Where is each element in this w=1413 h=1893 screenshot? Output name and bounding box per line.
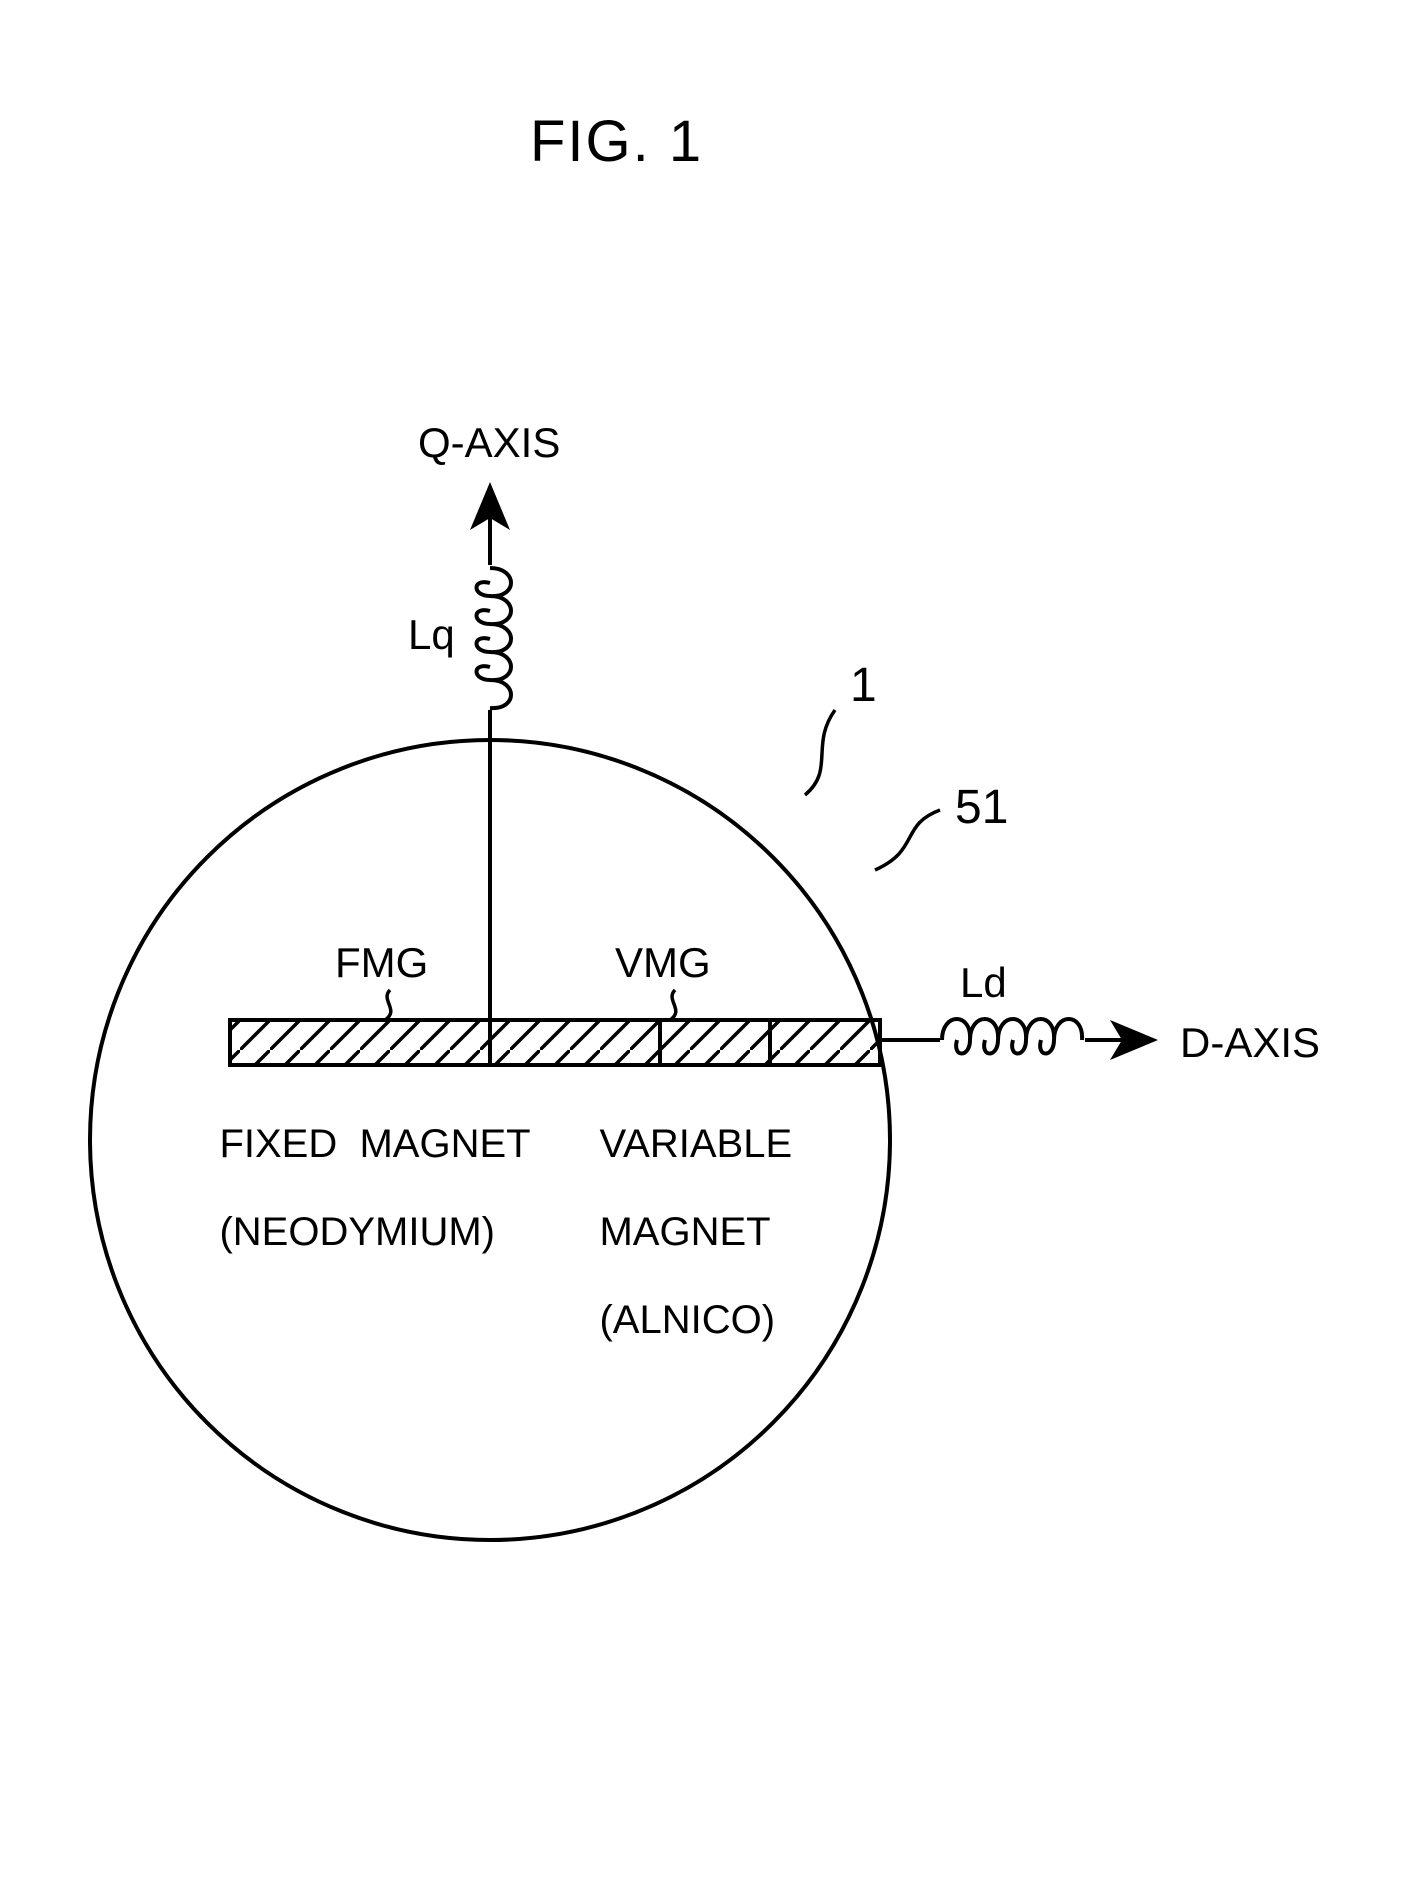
ld-label: Ld — [960, 960, 1007, 1006]
q-axis-label: Q-AXIS — [418, 420, 560, 466]
fmg-label: FMG — [335, 940, 428, 986]
d-axis-label: D-AXIS — [1180, 1020, 1320, 1066]
fixed-magnet-line1: FIXED MAGNET — [219, 1122, 530, 1166]
motor-ref-label: 1 — [850, 660, 877, 713]
lq-label: Lq — [408, 612, 455, 658]
variable-magnet-line3: (ALNICO) — [599, 1298, 775, 1342]
variable-magnet-line1: VARIABLE — [599, 1122, 792, 1166]
magnet-block-outline — [230, 1020, 880, 1065]
variable-magnet-line2: MAGNET — [599, 1210, 770, 1254]
fixed-magnet-text: FIXED MAGNET (NEODYMIUM) — [175, 1078, 531, 1298]
fmg-leader — [385, 990, 391, 1020]
variable-magnet-text: VARIABLE MAGNET (ALNICO) — [555, 1078, 792, 1386]
rotor-ref-leader — [875, 810, 940, 870]
fixed-magnet-line2: (NEODYMIUM) — [219, 1210, 495, 1254]
figure-page: FIG. 1 — [0, 0, 1413, 1893]
rotor-ref-label: 51 — [955, 782, 1008, 835]
lq-inductor-icon — [477, 568, 512, 708]
vmg-leader — [670, 990, 676, 1020]
vmg-label: VMG — [615, 940, 711, 986]
ld-inductor-icon — [942, 1019, 1082, 1054]
motor-ref-leader — [805, 710, 835, 795]
